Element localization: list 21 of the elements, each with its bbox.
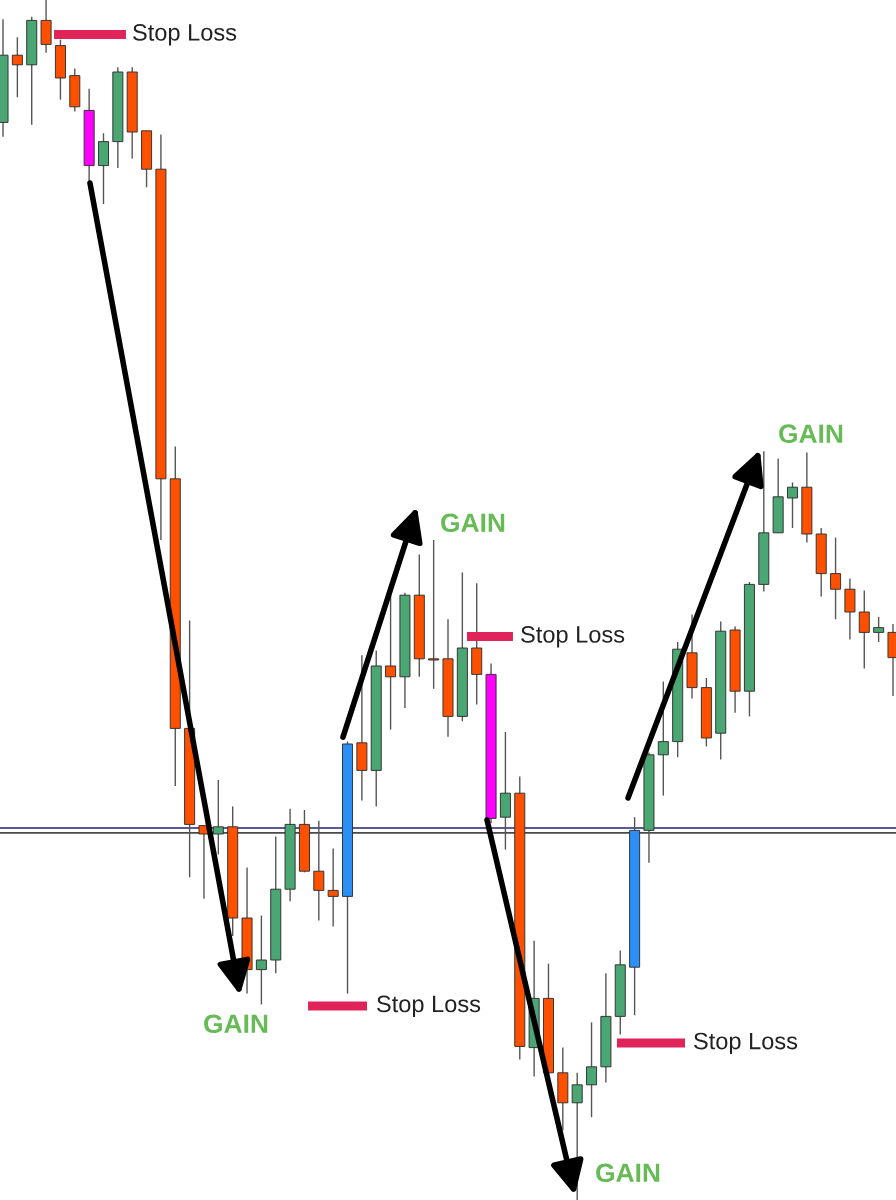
annotation: Stop Loss (133, 24, 237, 46)
candlestick (11, 36, 23, 98)
candlestick (844, 577, 856, 641)
candlestick (327, 847, 339, 928)
annotation: Stop Loss (377, 995, 481, 1017)
candlestick (858, 589, 870, 670)
candlestick (657, 680, 669, 797)
candlestick (830, 536, 842, 620)
candlestick (40, 0, 52, 54)
annotation: GAIN (441, 513, 505, 533)
candlestick (586, 1021, 598, 1118)
annotation: Stop Loss (521, 626, 625, 648)
candlestick (97, 132, 110, 205)
candlestick (255, 914, 267, 1006)
annotation: Stop Loss (694, 1032, 798, 1055)
annotation: GAIN (596, 1163, 660, 1183)
candlestick (873, 616, 885, 643)
annotation: GAIN (779, 424, 843, 444)
candlestick (786, 481, 799, 529)
annotation: GAIN (204, 1014, 268, 1034)
candlestick (428, 539, 440, 690)
